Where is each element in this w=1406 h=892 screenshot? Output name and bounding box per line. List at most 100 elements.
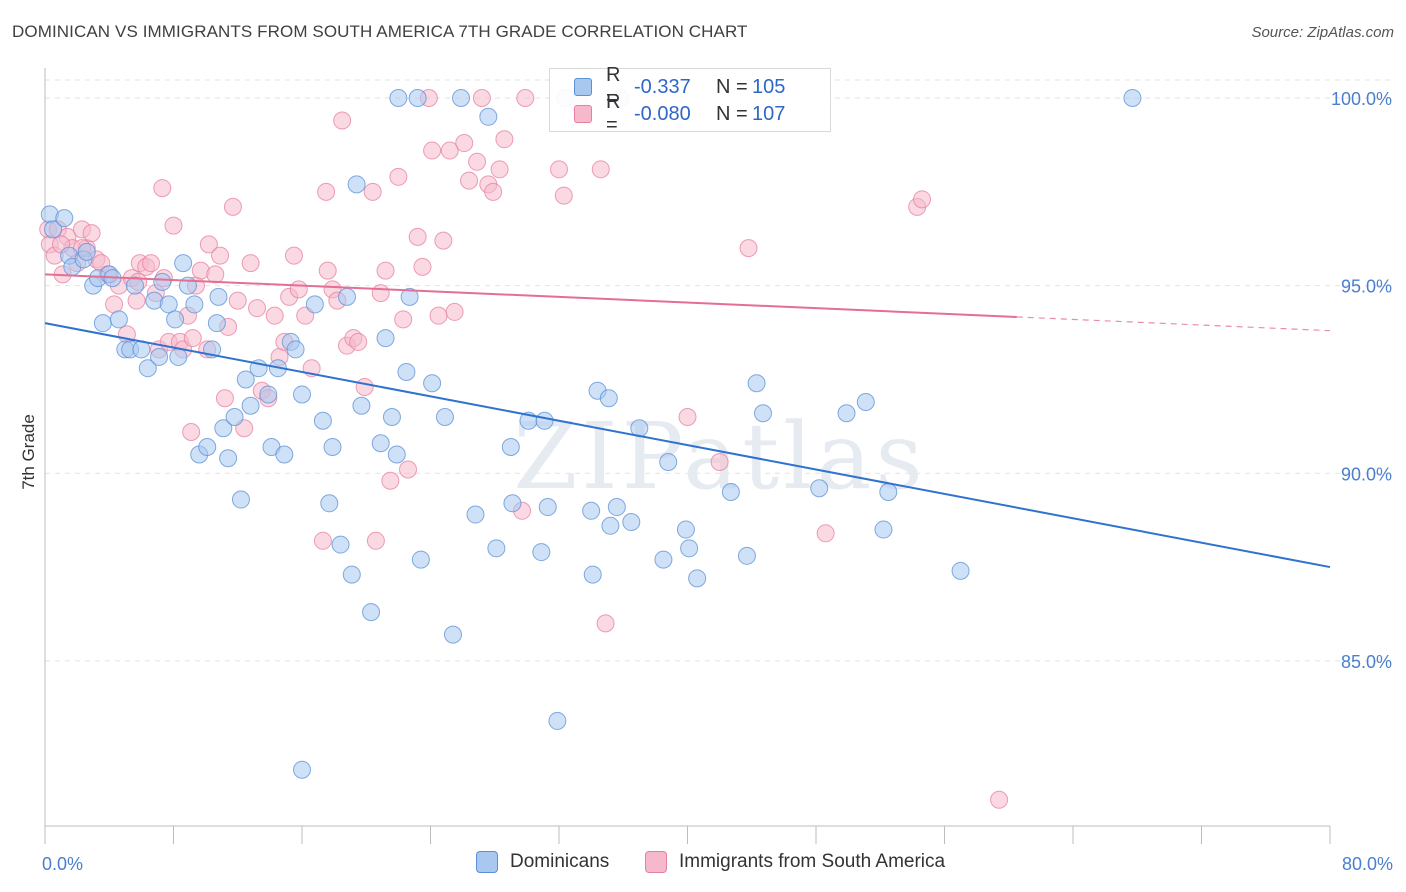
dominicans-point bbox=[387, 445, 406, 464]
immigrants-point bbox=[199, 235, 218, 254]
dominicans-point bbox=[466, 505, 485, 524]
dominicans-point bbox=[55, 209, 74, 228]
dominicans-point bbox=[389, 89, 408, 108]
dominicans-point bbox=[753, 404, 772, 423]
dominicans-point bbox=[423, 374, 442, 393]
axes bbox=[44, 68, 1331, 844]
dominicans-point bbox=[125, 276, 144, 295]
dominicans-point bbox=[599, 389, 618, 408]
immigrants-point bbox=[554, 186, 573, 205]
immigrants-point bbox=[495, 130, 514, 149]
dominicans-point bbox=[323, 438, 342, 456]
immigrants-point bbox=[394, 310, 413, 329]
dominicans-point bbox=[109, 310, 128, 329]
dominicans-point bbox=[352, 396, 371, 415]
immigrants-point bbox=[468, 152, 487, 171]
dominicans-point bbox=[443, 625, 462, 644]
immigrants-point bbox=[913, 190, 932, 209]
dominicans-point bbox=[583, 565, 602, 584]
dominicans-point bbox=[810, 479, 829, 498]
immigrants-point bbox=[289, 280, 308, 299]
immigrants-point bbox=[376, 261, 395, 280]
immigrants-point bbox=[990, 790, 1009, 809]
immigrants-point bbox=[413, 257, 432, 276]
immigrants-point bbox=[710, 453, 729, 472]
dominicans-point bbox=[93, 314, 112, 333]
immigrants-point bbox=[399, 460, 418, 479]
dominicans-point bbox=[548, 711, 567, 730]
dominicans-point bbox=[337, 287, 356, 306]
dominicans-point bbox=[209, 287, 228, 306]
dominicans-point bbox=[408, 89, 427, 108]
immigrants-point bbox=[366, 531, 385, 550]
immigrants-point bbox=[127, 291, 146, 310]
dominicans-point bbox=[582, 501, 601, 520]
dominicans-point bbox=[538, 498, 557, 517]
dominicans-point bbox=[150, 347, 169, 366]
immigrants-swatch bbox=[645, 851, 667, 873]
immigrants-point bbox=[105, 295, 124, 314]
dominicans-point bbox=[747, 374, 766, 393]
immigrants-point bbox=[265, 306, 284, 325]
dominicans-point bbox=[532, 543, 551, 562]
dominicans-point bbox=[400, 287, 419, 306]
dominicans-point bbox=[676, 520, 695, 539]
dominicans-point bbox=[159, 295, 178, 314]
n-label: N = bbox=[716, 75, 748, 98]
series-legend: Dominicans Immigrants from South America bbox=[0, 851, 1406, 877]
immigrants-point bbox=[678, 407, 697, 426]
dominicans-point bbox=[174, 254, 193, 273]
dominicans-point bbox=[601, 516, 620, 535]
n-value: 107 bbox=[752, 102, 786, 125]
immigrants-trend-line bbox=[44, 273, 1017, 318]
dominicans-point bbox=[680, 539, 699, 558]
immigrants-point bbox=[816, 524, 835, 543]
r-label: R = bbox=[606, 64, 621, 109]
dominicans-point bbox=[331, 535, 350, 554]
immigrants-point bbox=[206, 265, 225, 284]
immigrants-trend-line-dashed bbox=[1016, 316, 1331, 332]
dominicans-point bbox=[607, 498, 626, 517]
dominicans-point bbox=[219, 449, 238, 468]
dominicans-point bbox=[259, 385, 278, 404]
chart-title: DOMINICAN VS IMMIGRANTS FROM SOUTH AMERI… bbox=[12, 22, 748, 41]
dominicans-point bbox=[382, 407, 401, 426]
immigrants-point bbox=[472, 89, 491, 108]
x-tick-label: 0.0% bbox=[42, 854, 83, 874]
immigrants-point bbox=[381, 471, 400, 490]
x-tick-label: 80.0% bbox=[1342, 854, 1393, 874]
dominicans-point bbox=[501, 438, 520, 456]
dominicans-swatch bbox=[476, 851, 498, 873]
immigrants-point bbox=[333, 111, 352, 130]
dominicans-point bbox=[225, 407, 244, 426]
dominicans-point bbox=[688, 569, 707, 588]
immigrants-point bbox=[241, 254, 260, 273]
immigrants-point bbox=[484, 182, 503, 201]
n-label: N = bbox=[716, 102, 748, 125]
immigrants-point bbox=[355, 377, 374, 396]
immigrants-point bbox=[591, 160, 610, 179]
immigrants-point bbox=[153, 179, 172, 198]
dominicans-point bbox=[305, 295, 324, 314]
dominicans-swatch bbox=[574, 78, 592, 96]
dominicans-point bbox=[1123, 89, 1142, 108]
r-value: -0.080 bbox=[634, 102, 691, 125]
immigrants-point bbox=[164, 216, 183, 235]
legend-label: Dominicans bbox=[510, 851, 610, 872]
immigrants-point bbox=[248, 299, 267, 318]
dominicans-point bbox=[452, 89, 471, 108]
dominicans-point bbox=[503, 494, 522, 513]
dominicans-point bbox=[166, 310, 185, 329]
dominicans-point bbox=[874, 520, 893, 539]
r-label: R = bbox=[606, 91, 621, 136]
dominicans-point bbox=[435, 407, 454, 426]
dominicans-point bbox=[376, 329, 395, 348]
n-value: 105 bbox=[752, 75, 786, 98]
immigrants-point bbox=[215, 389, 234, 408]
dominicans-point bbox=[737, 546, 756, 565]
dominicans-point bbox=[286, 340, 305, 359]
dominicans-point bbox=[659, 453, 678, 472]
immigrants-point bbox=[434, 231, 453, 250]
immigrants-point bbox=[389, 167, 408, 186]
dominicans-point bbox=[856, 392, 875, 411]
